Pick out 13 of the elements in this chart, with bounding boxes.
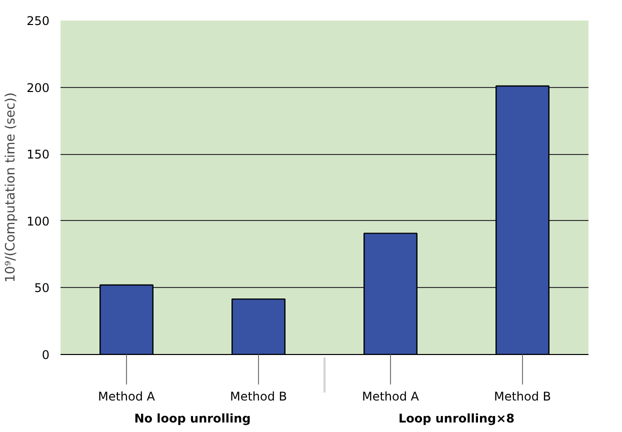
y-tick-label: 50: [34, 281, 50, 296]
y-axis-title: 10⁹/(Computation time (sec)): [4, 92, 19, 283]
x-tick-label: Method B: [494, 390, 552, 404]
text: No loop unrolling: [134, 412, 251, 426]
x-tick-label: Method B: [230, 390, 288, 404]
y-tick-label: 150: [26, 148, 50, 162]
x-tick-label: Method A: [98, 390, 156, 404]
y-tick-label: 0: [42, 348, 50, 362]
y-tick-label: 200: [26, 80, 50, 95]
y-tick-label: 100: [26, 214, 50, 228]
text: Loop unrolling×8: [398, 412, 515, 426]
y-tick-label: 250: [26, 14, 50, 28]
x-tick-label: Method A: [362, 390, 420, 404]
